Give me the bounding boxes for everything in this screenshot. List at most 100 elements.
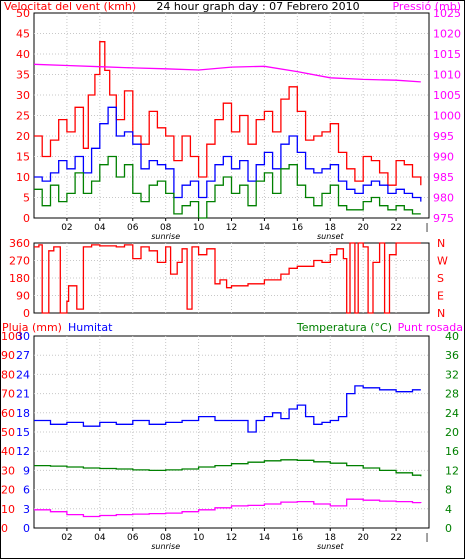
left-tick-label: 15: [16, 151, 30, 164]
series-line-0: [34, 385, 421, 433]
x-tick-label: 08: [160, 223, 172, 233]
temperature-tick-label: 12: [445, 464, 459, 477]
left-tick-label: 10: [16, 171, 30, 184]
humidity-tick-label: 9: [23, 464, 30, 477]
left-tick-label: 20: [16, 130, 30, 143]
rain-tick-label: 70: [1, 388, 15, 401]
x-tick-label: 02: [61, 533, 72, 543]
sun-marker-label: sunrise: [151, 232, 180, 241]
right-tick-label: 1015: [433, 48, 461, 61]
direction-tick-label: 360: [9, 237, 30, 250]
rain-axis-title: Pluja (mm): [2, 321, 62, 334]
right-tick-label: 975: [433, 212, 454, 225]
x-tick-label: 14: [259, 533, 271, 543]
humidity-tick-label: 6: [23, 484, 30, 497]
temperature-tick-label: 8: [445, 484, 452, 497]
left-tick-label: 40: [16, 48, 30, 61]
direction-tick-label: 270: [9, 255, 30, 268]
left-tick-label: 30: [16, 89, 30, 102]
right-tick-label: 990: [433, 151, 454, 164]
sun-marker-label: sunset: [317, 542, 344, 551]
x-tick-label: 04: [94, 223, 106, 233]
compass-tick-label: E: [437, 290, 444, 303]
right-tick-label: 995: [433, 130, 454, 143]
temperature-axis-title: Temperatura (°C): [296, 321, 392, 334]
humidity-tick-label: 3: [23, 503, 30, 516]
series-line-1: [34, 459, 422, 477]
direction-tick-label: 90: [16, 290, 30, 303]
compass-tick-label: W: [437, 255, 448, 268]
right-tick-label: 1025: [433, 7, 461, 20]
temperature-tick-label: 20: [445, 426, 459, 439]
right-tick-label: 1020: [433, 28, 461, 41]
pressure-axis-title: Pressió (mb): [392, 0, 461, 13]
temperature-tick-label: 36: [445, 349, 459, 362]
x-tick-label: 12: [226, 223, 237, 233]
right-tick-label: 1005: [433, 89, 461, 102]
x-tick-label: 06: [127, 223, 139, 233]
x-tick-label: 10: [193, 223, 205, 233]
temperature-tick-label: 28: [445, 388, 459, 401]
humidity-tick-label: 21: [16, 388, 30, 401]
rain-tick-label: 40: [1, 445, 15, 458]
left-tick-label: 5: [23, 192, 30, 205]
humidity-tick-label: 27: [16, 349, 30, 362]
x-tick-label: 06: [127, 533, 139, 543]
right-tick-label: 1010: [433, 69, 461, 82]
temperature-tick-label: 24: [445, 407, 459, 420]
rain-tick-label: 20: [1, 484, 15, 497]
temperature-tick-label: 4: [445, 503, 452, 516]
rain-tick-label: 60: [1, 407, 15, 420]
x-tick-label: 20: [357, 223, 369, 233]
rain-tick-label: 50: [1, 426, 15, 439]
temperature-tick-label: 16: [445, 445, 459, 458]
x-tick-label: 20: [357, 533, 369, 543]
left-tick-label: 45: [16, 28, 30, 41]
left-tick-label: 25: [16, 110, 30, 123]
humidity-tick-label: 12: [16, 445, 30, 458]
humidity-axis-title: Humitat: [68, 321, 113, 334]
series-line-0: [34, 41, 422, 186]
x-tick-label: 16: [292, 533, 304, 543]
humidity-tick-label: 18: [16, 407, 30, 420]
rain-tick-label: 80: [1, 368, 15, 381]
x-tick-label: 10: [193, 533, 205, 543]
sun-marker-label: sunset: [317, 232, 344, 241]
x-end-tick: |: [425, 223, 428, 233]
rain-tick-label: 30: [1, 464, 15, 477]
right-tick-label: 985: [433, 171, 454, 184]
x-tick-label: 22: [390, 223, 401, 233]
right-tick-label: 980: [433, 192, 454, 205]
right-tick-label: 1000: [433, 110, 461, 123]
x-tick-label: 02: [61, 223, 72, 233]
compass-tick-label: N: [437, 307, 445, 320]
rain-tick-label: 100: [1, 330, 22, 343]
direction-tick-label: 0: [23, 307, 30, 320]
wind-direction-plot-area: [33, 242, 430, 314]
wind-axis-title: Velocitat del vent (kmh): [4, 0, 136, 13]
left-tick-label: 0: [23, 212, 30, 225]
rain-tick-label: 0: [1, 522, 8, 535]
temperature-tick-label: 0: [445, 522, 452, 535]
x-end-tick: |: [425, 533, 428, 543]
x-tick-label: 18: [325, 223, 337, 233]
compass-tick-label: N: [437, 237, 445, 250]
chart-title: 24 hour graph day : 07 Febrero 2010: [156, 0, 359, 13]
left-tick-label: 35: [16, 69, 30, 82]
humidity-tick-label: 24: [16, 368, 30, 381]
direction-line: [34, 242, 421, 314]
x-tick-label: 22: [390, 533, 401, 543]
dewpoint-axis-title: Punt rosada: [398, 321, 463, 334]
temperature-tick-label: 32: [445, 368, 459, 381]
x-tick-label: 14: [259, 223, 271, 233]
sun-marker-label: sunrise: [151, 542, 180, 551]
direction-tick-label: 180: [9, 272, 30, 285]
series-line-2: [34, 498, 422, 518]
x-tick-label: 18: [325, 533, 337, 543]
compass-tick-label: S: [437, 272, 444, 285]
series-line-2: [34, 155, 421, 219]
temperature-tick-label: 40: [445, 330, 459, 343]
rain-tick-label: 90: [1, 349, 15, 362]
x-tick-label: 08: [160, 533, 172, 543]
left-tick-label: 50: [16, 7, 30, 20]
